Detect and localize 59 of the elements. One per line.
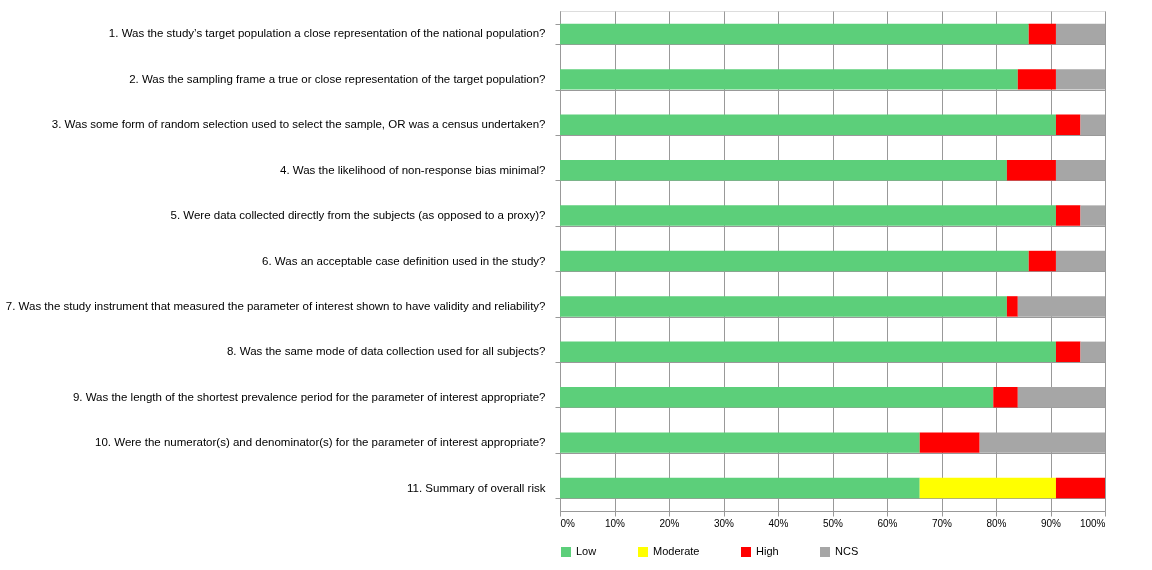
x-tick-label: 40% [768, 517, 789, 529]
bar [1055, 114, 1081, 135]
y-tick-label: 8. Was the same mode of data collection used for all subjects? [226, 345, 546, 358]
x-tick-label: 100% [1079, 517, 1106, 529]
bar [560, 477, 920, 499]
bar [560, 250, 1029, 272]
bar [560, 205, 1056, 226]
x-tick-label: 80% [986, 517, 1007, 529]
bar [1055, 205, 1081, 226]
bar [1055, 23, 1105, 45]
bar [560, 341, 1056, 363]
bar [560, 296, 1007, 317]
bar [1055, 250, 1105, 272]
y-tick-label: 2. Was the sampling frame a true or close representation of the target population? [129, 72, 546, 85]
x-tick-label: 10% [604, 517, 626, 529]
x-tick-label: 20% [659, 517, 680, 529]
y-tick-label: 9. Was the length of the shortest prevalence period for the parameter of interest appropriate? [72, 390, 546, 403]
y-tick-label: 7. Was the study instrument that measured the parameter of interest shown to have validity and reliability? [5, 299, 546, 312]
y-tick-label: 4. Was the likelihood of non-response bias minimal? [280, 163, 546, 176]
bar [993, 387, 1018, 408]
bar [560, 159, 1007, 181]
x-tick-label: 70% [931, 517, 953, 529]
bar [1055, 477, 1105, 499]
bar [1080, 341, 1105, 363]
bar [560, 387, 994, 408]
bar [560, 114, 1056, 135]
bar [919, 432, 980, 453]
bar [1055, 69, 1105, 90]
bar [560, 23, 1029, 45]
bar [1080, 114, 1105, 135]
bar [560, 432, 920, 453]
x-tick-label: 50% [822, 517, 844, 529]
legend-label: NCS [835, 545, 859, 557]
legend-label: Low [576, 545, 597, 557]
bar [1017, 296, 1105, 317]
bar [1028, 23, 1056, 45]
x-tick-label: 0% [560, 517, 576, 529]
bar [1028, 250, 1056, 272]
bar [1055, 159, 1105, 181]
bar [1006, 159, 1056, 181]
y-tick-label: 3. Was some form of random selection used to select the sample, OR was a census undertaken? [51, 118, 546, 131]
bar [1017, 69, 1056, 90]
bar [979, 432, 1105, 453]
x-tick-label: 30% [713, 517, 735, 529]
bar [919, 477, 1056, 499]
y-tick-label: 5. Were data collected directly from the subjects (as opposed to a proxy)? [170, 209, 546, 222]
legend-label: Moderate [653, 545, 700, 557]
bar [560, 69, 1018, 90]
x-tick-label: 90% [1040, 517, 1062, 529]
bar [1006, 296, 1018, 317]
y-tick-label: 6. Was an acceptable case definition used in the study? [262, 254, 546, 267]
x-tick-label: 60% [877, 517, 898, 529]
y-tick-label: 1. Was the study’s target population a close representation of the national population? [108, 27, 546, 40]
bar [1055, 341, 1081, 363]
legend-label: High [756, 545, 779, 557]
bar [1017, 387, 1105, 408]
y-tick-label: 11. Summary of overall risk [407, 481, 546, 494]
bar [1080, 205, 1105, 226]
y-tick-label: 10. Were the numerator(s) and denominator(s) for the parameter of interest appropriate? [95, 436, 546, 449]
